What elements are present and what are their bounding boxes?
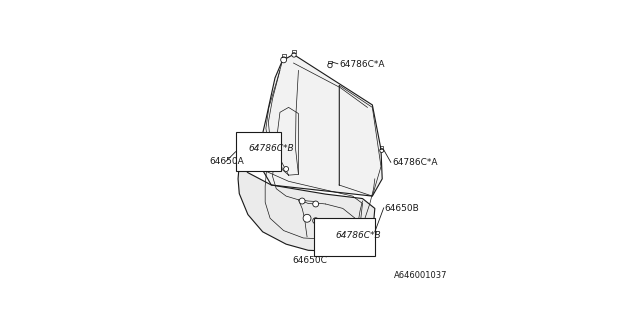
Polygon shape — [238, 164, 375, 252]
Circle shape — [328, 63, 332, 68]
Circle shape — [353, 240, 359, 246]
Bar — [314, 218, 375, 256]
Circle shape — [281, 57, 287, 63]
Circle shape — [284, 166, 289, 172]
Text: 64786C*B: 64786C*B — [335, 231, 381, 240]
Circle shape — [313, 201, 319, 207]
Text: 64786C*A: 64786C*A — [392, 158, 438, 167]
Circle shape — [274, 161, 278, 166]
Circle shape — [292, 53, 296, 57]
Text: A646001037: A646001037 — [394, 271, 447, 280]
Circle shape — [380, 148, 384, 153]
Text: 64650C: 64650C — [292, 256, 327, 265]
Bar — [236, 132, 281, 172]
Polygon shape — [259, 54, 382, 196]
Text: 64650B: 64650B — [385, 204, 419, 213]
Circle shape — [299, 198, 305, 204]
Text: 64786C*B: 64786C*B — [249, 144, 294, 153]
Circle shape — [303, 214, 311, 222]
Circle shape — [313, 218, 319, 224]
Text: 64650A: 64650A — [209, 157, 244, 166]
Text: 64786C*A: 64786C*A — [339, 60, 385, 69]
